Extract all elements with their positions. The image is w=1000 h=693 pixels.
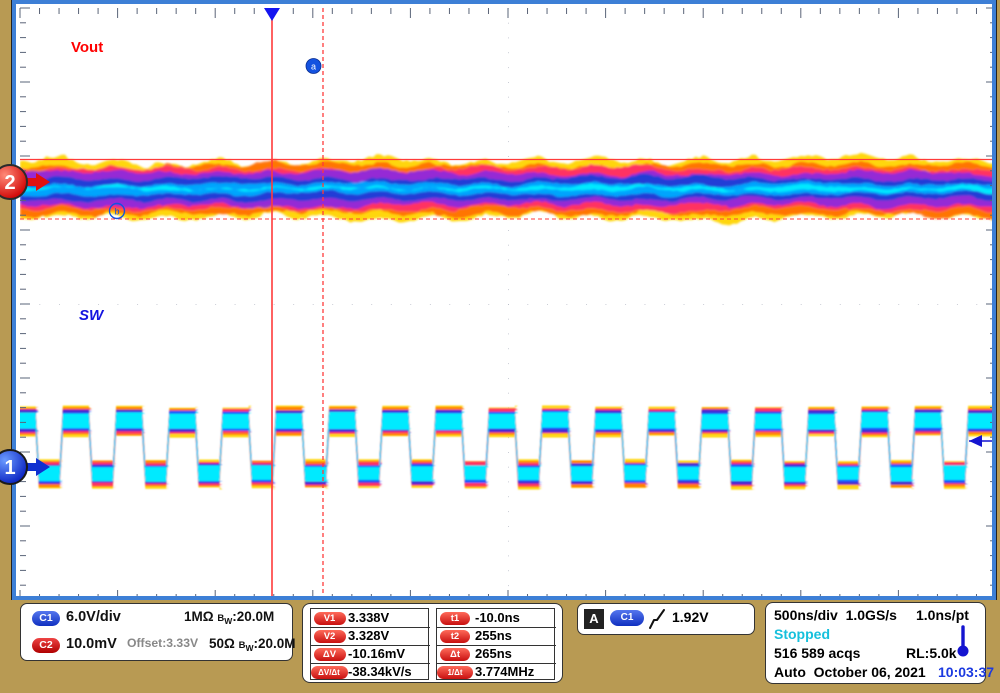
- svg-text:1: 1: [4, 457, 15, 479]
- svg-text:2: 2: [4, 172, 15, 194]
